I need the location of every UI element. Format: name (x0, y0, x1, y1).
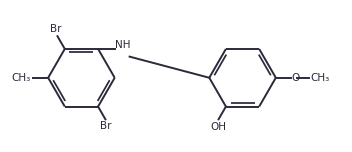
Text: Br: Br (100, 121, 111, 131)
Text: CH₃: CH₃ (11, 73, 31, 83)
Text: CH₃: CH₃ (310, 73, 329, 83)
Text: OH: OH (210, 122, 227, 132)
Text: O: O (291, 73, 300, 83)
Text: NH: NH (115, 40, 131, 50)
Text: Br: Br (50, 24, 62, 35)
